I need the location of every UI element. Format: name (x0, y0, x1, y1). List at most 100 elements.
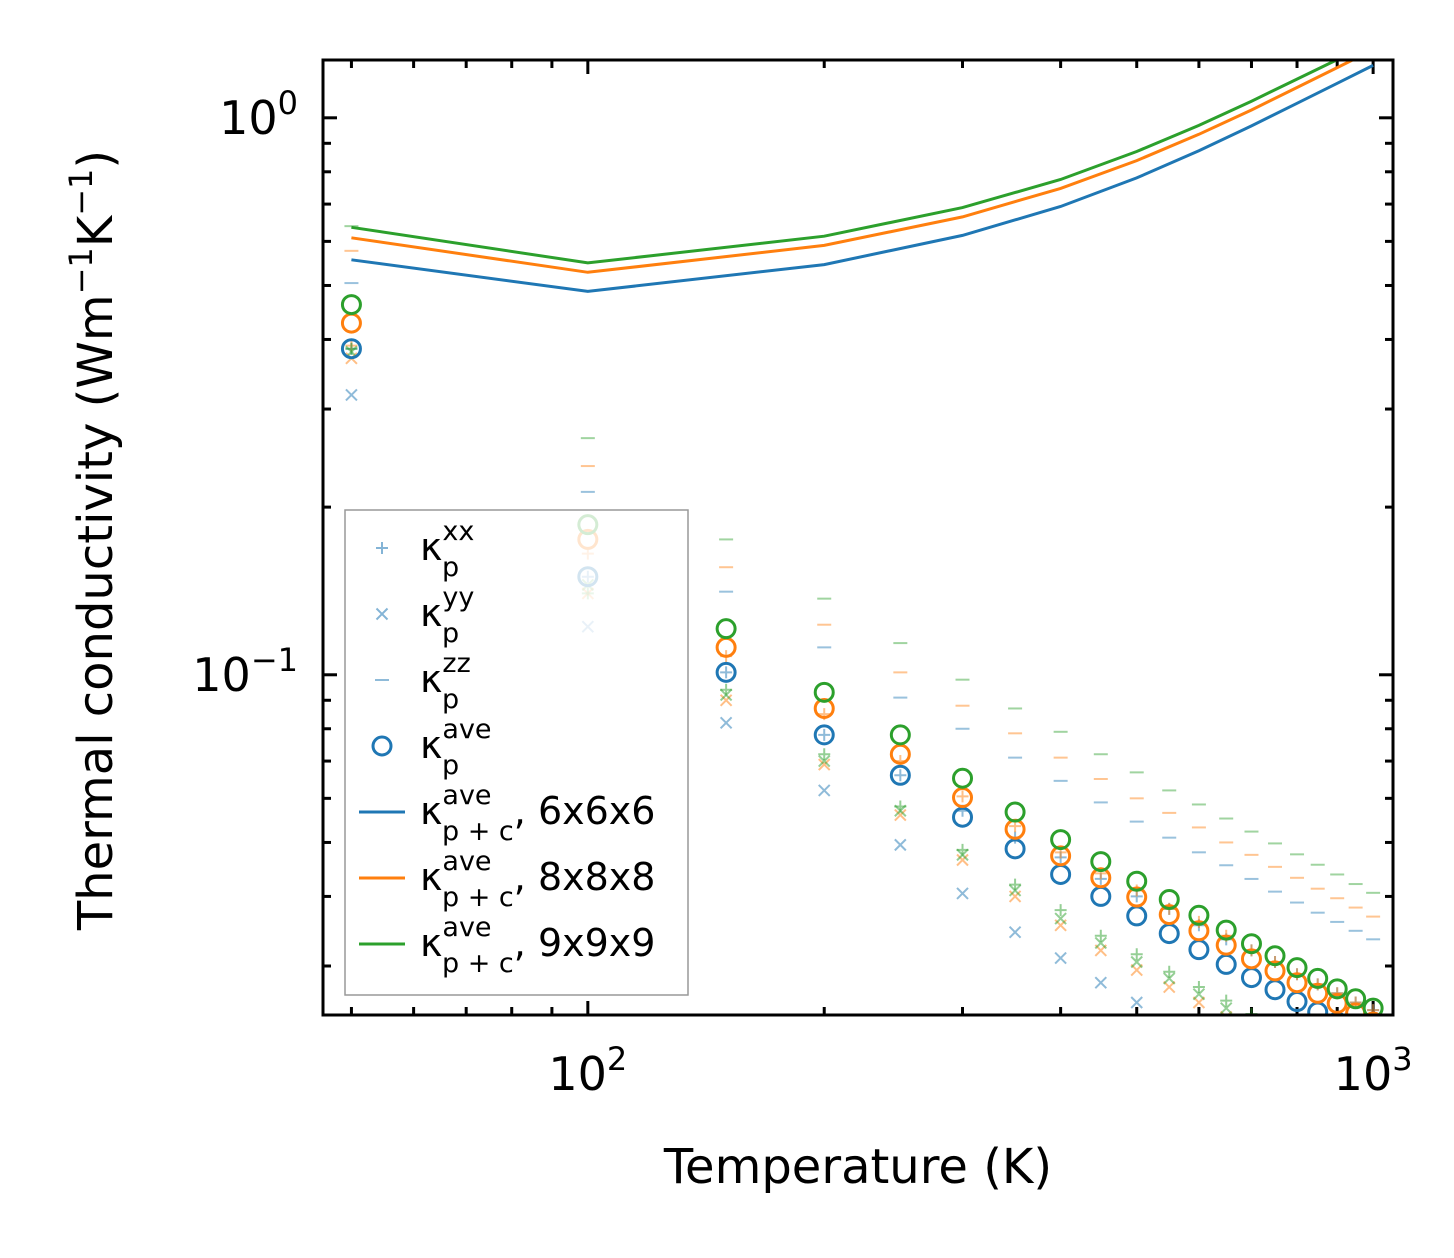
y-label-suffix: ) (68, 150, 124, 169)
kyy-point (956, 848, 969, 862)
kpc-line-6x6x6 (351, 64, 1374, 293)
y-axis-label: Thermal conductivity (Wm−1K−1) (62, 150, 124, 931)
y-label-sup1: −1 (62, 247, 100, 294)
legend-entry: κave p + c, 8x8x8 (359, 846, 655, 913)
kxx-point (818, 728, 831, 741)
kxx-point (1192, 981, 1205, 994)
kyy-point (1163, 972, 1176, 985)
kave-point (1004, 838, 1026, 860)
kyy-point (719, 716, 733, 729)
kave-point (1050, 829, 1072, 851)
kxx-point (818, 748, 831, 761)
plot-area (340, 60, 1384, 1015)
legend-label: κave p + c, 9x9x9 (420, 912, 655, 979)
series-ave-8x8x8 (340, 312, 1381, 1015)
kave-point (1158, 904, 1180, 926)
kxx-point (720, 666, 733, 679)
kxx-point (1220, 994, 1233, 1007)
legend-entry: κave p (371, 714, 492, 781)
y-label-prefix: Thermal conductivity (Wm (68, 294, 124, 931)
kave-point (1307, 982, 1329, 1004)
legend-entry: κave p + c, 6x6x6 (359, 780, 655, 847)
kave-point (1286, 972, 1308, 994)
legend-box (344, 509, 689, 996)
kyy-point (956, 887, 969, 900)
kyy-point (1054, 912, 1067, 925)
legend-x-marker (375, 607, 389, 621)
kyy-point (345, 388, 358, 402)
kave-point (1264, 945, 1286, 967)
data-layer (340, 60, 1384, 1015)
plot-frame (321, 58, 1395, 1017)
kyy-point (1220, 1010, 1233, 1015)
kave-point (813, 697, 835, 719)
kave-point (1188, 904, 1210, 926)
kxx-point (1163, 965, 1176, 978)
kave-point (715, 661, 737, 683)
kave-point (715, 618, 737, 640)
y-tick-label: 100 (219, 84, 298, 145)
legend-label: κyy p (420, 582, 474, 649)
y-tick-label: 10−1 (192, 641, 298, 702)
legend-label: κxx p (420, 516, 474, 583)
tick-labels: 102 103 10−1 100 (192, 84, 1412, 1101)
kave-point (889, 724, 911, 746)
legend-entry: κave p + c, 9x9x9 (359, 912, 655, 979)
kyy-point (1008, 925, 1022, 939)
kyy-point (1094, 936, 1108, 950)
kave-point (1090, 867, 1112, 889)
kxx-point (1094, 929, 1107, 942)
kyy-point (1130, 955, 1143, 969)
svg-text:Thermal conductivity (Wm−1K−1): Thermal conductivity (Wm−1K−1) (62, 150, 124, 931)
kyy-point (818, 784, 831, 797)
kave-point (1345, 988, 1367, 1010)
kyy-point (894, 808, 907, 822)
kave-point (1365, 1011, 1381, 1015)
kyy-point (719, 688, 733, 702)
kyy-point (818, 754, 831, 768)
kxx-point (1009, 878, 1022, 891)
kave-point (952, 806, 974, 828)
legend-entry: κzz p (375, 648, 471, 715)
y-label-mid: K (68, 214, 124, 247)
kave-point (1126, 870, 1148, 892)
legend-label: κave p + c, 8x8x8 (420, 846, 655, 913)
kyy-point (1130, 996, 1143, 1009)
x-tick-label: 103 (1334, 1040, 1413, 1101)
kave-point (1188, 920, 1210, 942)
kyy-point (894, 838, 907, 852)
kave-point (1240, 948, 1262, 970)
series-9x9x9 (344, 225, 1381, 1015)
legend-entry: κyy p (375, 582, 474, 649)
kave-point (1126, 886, 1148, 908)
kave-point (889, 764, 911, 786)
legend-circle-marker (371, 735, 393, 757)
legend-label: κave p + c, 6x6x6 (420, 780, 655, 847)
kave-point (813, 681, 835, 703)
kave-point (1286, 957, 1308, 979)
kyy-point (1192, 987, 1206, 1001)
legend-label: κave p (420, 714, 492, 781)
kave-point (1362, 997, 1384, 1015)
kyy-point (719, 694, 733, 707)
y-label-sup2: −1 (62, 169, 100, 216)
kxx-point (1054, 904, 1067, 917)
kxx-point (1130, 948, 1143, 961)
kpc-line-9x9x9 (351, 60, 1340, 265)
kave-point (1050, 845, 1072, 867)
legend-plus-marker (376, 542, 388, 554)
kyy-point (894, 804, 907, 817)
kpc-line-8x8x8 (351, 60, 1356, 274)
x-tick-label: 102 (548, 1040, 627, 1101)
kyy-point (1008, 884, 1022, 897)
kave-point (1326, 992, 1348, 1014)
kave-point (1215, 934, 1237, 956)
kyy-point (1220, 1001, 1233, 1015)
kave-point (1240, 933, 1262, 955)
kave-point (340, 294, 362, 316)
kxx-point (894, 769, 907, 782)
kyy-point (1054, 951, 1067, 965)
